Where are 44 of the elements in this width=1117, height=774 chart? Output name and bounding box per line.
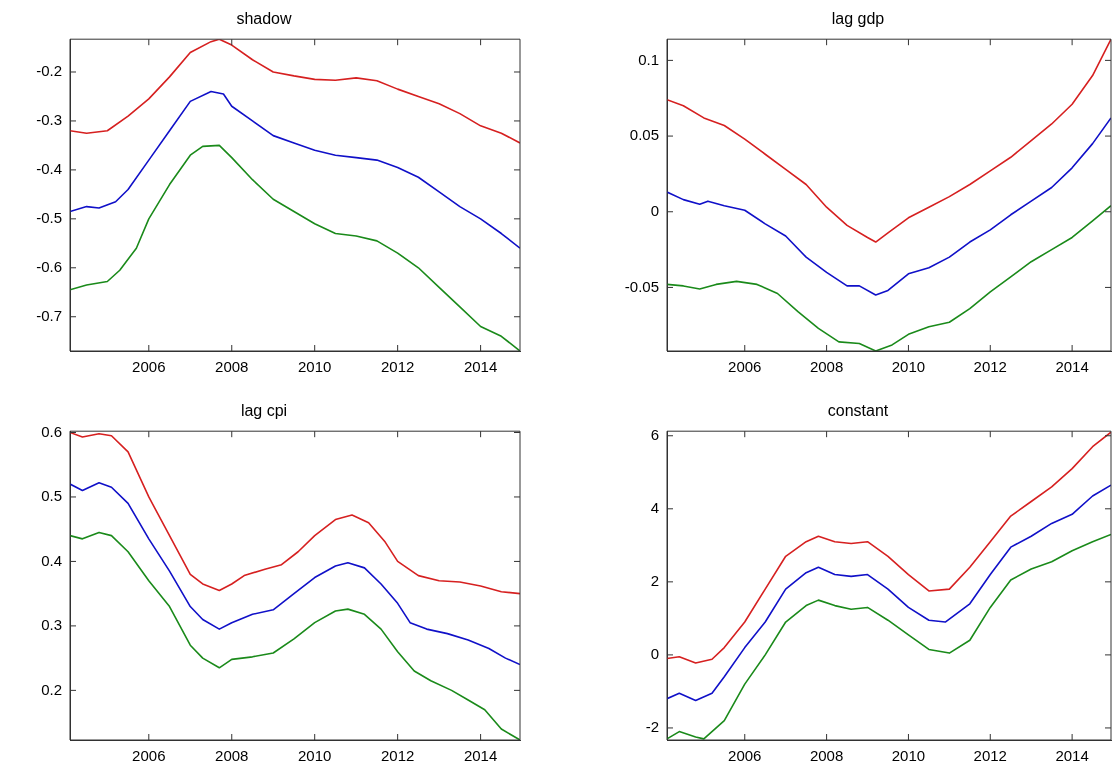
x-tick-label: 2014 bbox=[1055, 747, 1089, 765]
chart-title: constant bbox=[827, 402, 889, 420]
x-tick-label: 2014 bbox=[463, 747, 498, 765]
y-tick-label: -0.6 bbox=[36, 257, 62, 275]
chart-title: shadow bbox=[236, 10, 293, 28]
y-tick-label: -0.5 bbox=[36, 208, 62, 226]
y-tick-label: 0.3 bbox=[41, 616, 62, 634]
x-tick-label: 2008 bbox=[215, 358, 249, 376]
y-tick-label: 0.2 bbox=[41, 680, 62, 698]
x-tick-label: 2012 bbox=[380, 358, 415, 376]
x-tick-label: 2010 bbox=[298, 747, 332, 765]
x-tick-label: 2008 bbox=[215, 747, 249, 765]
y-tick-label: -0.05 bbox=[624, 277, 659, 295]
y-tick-label: -0.3 bbox=[36, 111, 62, 129]
x-tick-label: 2010 bbox=[891, 358, 926, 376]
x-tick-label: 2006 bbox=[132, 358, 166, 376]
y-tick-label: 0 bbox=[650, 645, 659, 663]
y-tick-label: 6 bbox=[650, 425, 659, 443]
x-tick-label: 2012 bbox=[973, 358, 1007, 376]
y-tick-label: 2 bbox=[650, 572, 659, 589]
x-tick-label: 2006 bbox=[132, 747, 166, 765]
x-tick-label: 2008 bbox=[809, 358, 844, 376]
x-tick-label: 2012 bbox=[380, 747, 415, 765]
y-tick-label: -0.4 bbox=[36, 160, 62, 178]
x-tick-label: 2014 bbox=[1055, 358, 1089, 376]
x-tick-label: 2008 bbox=[809, 747, 844, 765]
y-tick-label: 4 bbox=[650, 498, 659, 516]
y-tick-label: 0.4 bbox=[41, 551, 62, 569]
y-tick-label: -0.7 bbox=[36, 306, 62, 324]
y-tick-label: -2 bbox=[645, 718, 659, 736]
x-tick-label: 2006 bbox=[728, 358, 762, 376]
y-tick-label: 0 bbox=[650, 201, 659, 219]
x-tick-label: 2012 bbox=[973, 747, 1007, 765]
chart-title: lag gdp bbox=[831, 10, 885, 28]
y-tick-label: 0.1 bbox=[638, 50, 659, 68]
y-tick-label: 0.6 bbox=[41, 422, 62, 440]
y-tick-label: 0.5 bbox=[41, 487, 62, 505]
chart-title: lag cpi bbox=[240, 402, 288, 420]
x-tick-label: 2010 bbox=[298, 358, 332, 376]
x-tick-label: 2010 bbox=[891, 747, 926, 765]
x-tick-label: 2006 bbox=[728, 747, 762, 765]
y-tick-label: 0.05 bbox=[629, 126, 659, 144]
x-tick-label: 2014 bbox=[463, 358, 498, 376]
y-tick-label: -0.2 bbox=[36, 62, 62, 80]
